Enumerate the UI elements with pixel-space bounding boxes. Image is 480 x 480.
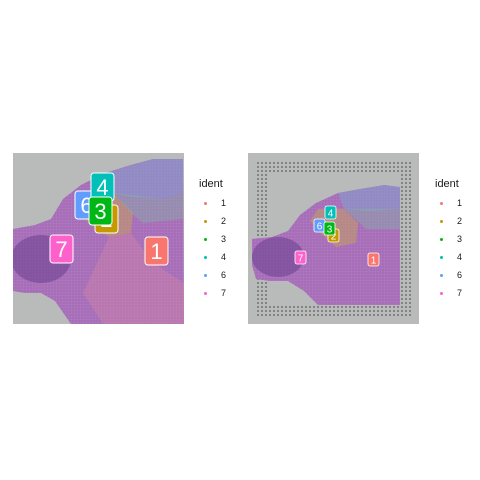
legend-item: 3 — [435, 230, 462, 248]
spatial-plot-left: 1 2 6 4 3 7 — [11, 153, 184, 324]
legend-right: ident 1 2 3 4 6 7 — [435, 178, 462, 302]
cluster-label-3: 3 — [88, 196, 113, 226]
legend-label: 6 — [457, 270, 463, 280]
legend-item: 3 — [199, 230, 226, 248]
tissue-image-left: 1 2 6 4 3 7 — [11, 153, 184, 324]
legend-swatch — [439, 219, 443, 223]
region-tint — [105, 159, 183, 199]
legend-label: 3 — [457, 234, 463, 244]
legend-swatch — [439, 273, 443, 277]
legend-item: 4 — [435, 248, 462, 266]
cluster-label-7: 7 — [294, 250, 307, 265]
spot-grid — [13, 159, 184, 324]
svg-text:2: 2 — [331, 232, 337, 243]
legend-swatch — [203, 255, 207, 259]
legend-item: 2 — [435, 212, 462, 230]
legend-label: 4 — [457, 252, 463, 262]
legend-swatch — [439, 201, 443, 205]
cluster-label-7: 7 — [49, 234, 74, 264]
legend-swatch — [439, 237, 443, 241]
legend-swatch — [203, 273, 207, 277]
legend-label: 1 — [221, 198, 227, 208]
legend-item: 1 — [199, 194, 226, 212]
region-tint — [344, 209, 400, 229]
legend-left: ident 1 2 3 4 6 7 — [199, 178, 226, 302]
legend-swatch — [439, 291, 443, 295]
svg-text:3: 3 — [94, 199, 106, 224]
legend-item: 6 — [435, 266, 462, 284]
spatial-plot-right: 1 2 4 6 3 7 — [248, 153, 419, 324]
legend-item: 2 — [199, 212, 226, 230]
cluster-label-6: 6 — [313, 218, 326, 233]
svg-text:4: 4 — [328, 209, 334, 220]
dark-region — [252, 237, 304, 277]
legend-label: 2 — [457, 216, 463, 226]
legend-label: 7 — [457, 288, 463, 298]
legend-swatch — [203, 237, 207, 241]
svg-text:1: 1 — [150, 239, 162, 264]
legend-item: 1 — [435, 194, 462, 212]
legend-label: 2 — [221, 216, 227, 226]
legend-title: ident — [199, 178, 223, 190]
legend-item: 7 — [199, 284, 226, 302]
legend-title: ident — [435, 178, 459, 190]
legend-label: 3 — [221, 234, 227, 244]
legend-label: 7 — [221, 288, 227, 298]
cluster-label-1: 1 — [144, 236, 169, 266]
legend-item: 7 — [435, 284, 462, 302]
cluster-label-4: 4 — [324, 205, 337, 220]
legend-swatch — [203, 291, 207, 295]
legend-label: 6 — [221, 270, 227, 280]
region-tint — [83, 233, 184, 324]
svg-text:4: 4 — [96, 175, 108, 200]
svg-text:7: 7 — [298, 254, 304, 265]
svg-text:6: 6 — [317, 222, 323, 233]
cluster-label-4: 4 — [90, 172, 115, 202]
svg-text:3: 3 — [327, 225, 333, 236]
region-tint — [338, 185, 400, 211]
tissue-image-right: 1 2 4 6 3 7 — [248, 153, 419, 324]
region-tint — [113, 193, 183, 223]
legend-label: 4 — [221, 252, 227, 262]
legend-swatch — [203, 201, 207, 205]
legend-item: 4 — [199, 248, 226, 266]
legend-label: 1 — [457, 198, 463, 208]
svg-text:1: 1 — [371, 256, 377, 267]
legend-swatch — [439, 255, 443, 259]
legend-swatch — [203, 219, 207, 223]
cluster-label-1: 1 — [367, 252, 380, 267]
legend-item: 6 — [199, 266, 226, 284]
cluster-label-3: 3 — [323, 221, 336, 236]
svg-text:7: 7 — [55, 237, 67, 262]
